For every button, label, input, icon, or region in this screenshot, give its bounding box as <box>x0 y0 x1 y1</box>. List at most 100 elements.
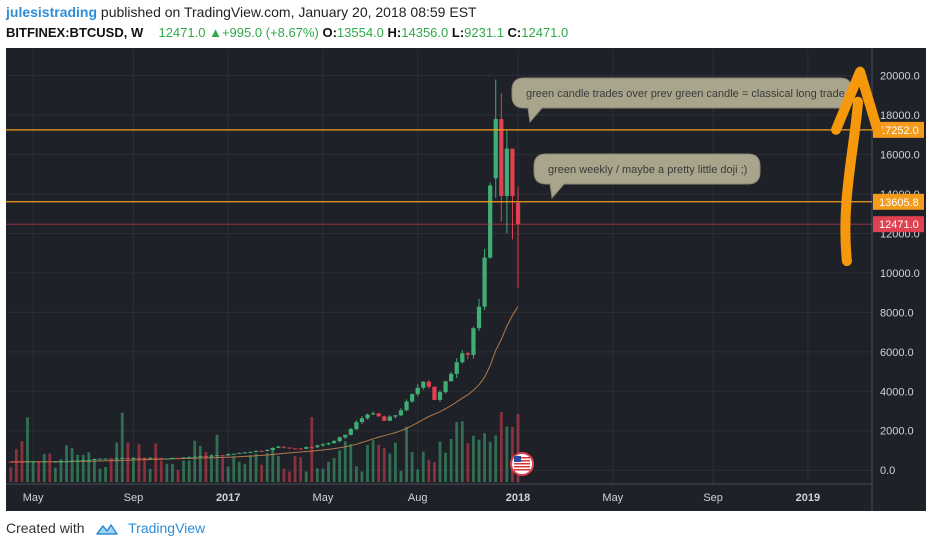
volume-bar <box>354 466 358 482</box>
volume-bar <box>366 444 369 482</box>
volume-bar <box>143 457 146 482</box>
volume-bar <box>215 434 219 482</box>
volume-bar <box>132 457 135 482</box>
volume-bar <box>31 460 35 482</box>
open-value: 13554.0 <box>336 25 384 40</box>
volume-bar <box>87 452 91 482</box>
candle-body <box>175 457 181 459</box>
volume-bar <box>444 452 447 482</box>
header-line-2: BITFINEX:BTCUSD, W 12471.0 ▲+995.0 (+8.6… <box>6 25 568 40</box>
volume-bar <box>460 421 464 482</box>
candle-body <box>131 457 136 459</box>
tradingview-brand[interactable]: TradingView <box>128 520 206 536</box>
volume-bar <box>449 438 453 482</box>
candle-body <box>92 458 97 460</box>
volume-bar <box>210 454 213 482</box>
close-value: 12471.0 <box>521 25 569 40</box>
candle-body <box>242 452 248 454</box>
candle-body <box>382 416 387 421</box>
volume-bar <box>338 450 342 482</box>
candle-body <box>81 459 86 461</box>
volume-bar <box>93 459 96 482</box>
volume-bar <box>76 454 80 482</box>
candle-body <box>393 415 398 417</box>
volume-bar <box>438 441 442 482</box>
y-tick-label: 0.0 <box>880 465 895 477</box>
candle-body <box>326 443 331 445</box>
high-label: H: <box>387 25 402 40</box>
volume-bar <box>455 422 459 482</box>
candle-body <box>404 401 409 411</box>
annotation-doji-text: green weekly / maybe a pretty little doj… <box>548 164 747 176</box>
candle-body <box>265 449 270 451</box>
candle-body <box>86 459 91 461</box>
volume-bar <box>310 416 314 482</box>
candle-body <box>292 448 298 450</box>
candle-body <box>331 441 337 444</box>
volume-bar <box>516 413 520 482</box>
candle-body <box>164 458 169 460</box>
price-chart[interactable]: 0.02000.04000.06000.08000.010000.012000.… <box>6 48 926 511</box>
candle-body <box>281 446 287 448</box>
volume-bar <box>171 463 174 482</box>
annotation-doji-bubble <box>533 153 761 200</box>
volume-bar <box>159 460 163 482</box>
candle-body <box>97 458 103 460</box>
volume-bar <box>304 471 308 482</box>
volume-bar <box>466 443 470 482</box>
close-label: C: <box>507 25 522 40</box>
footer: Created with TradingView <box>6 520 205 536</box>
annotation-long-trade-text: green candle trades over prev green cand… <box>526 88 845 100</box>
tradingview-logo-icon[interactable] <box>96 522 119 536</box>
candle-body <box>398 410 404 416</box>
candle-body <box>365 414 370 419</box>
volume-bar <box>226 466 230 482</box>
volume-bar <box>505 426 509 482</box>
candle-body <box>42 461 47 463</box>
volume-bar <box>271 450 275 482</box>
moving-average-line <box>10 306 519 463</box>
volume-bar <box>494 435 498 482</box>
big-arrow-shaft <box>840 96 864 267</box>
candle-body <box>488 185 493 258</box>
volume-bar <box>70 448 74 482</box>
volume-bar <box>42 453 46 482</box>
volume-bar <box>204 452 208 482</box>
volume-bar <box>120 412 124 482</box>
volume-bar <box>293 456 297 482</box>
author-name[interactable]: julesistrading <box>6 4 98 20</box>
volume-bar <box>148 468 152 482</box>
candle-body <box>69 460 75 462</box>
created-with-text: Created with <box>6 520 85 536</box>
volume-bar <box>288 471 291 482</box>
volume-bar <box>377 444 381 482</box>
open-label: O: <box>322 25 337 40</box>
candle-body <box>64 461 69 463</box>
candle-body <box>192 456 197 458</box>
candle-body <box>226 454 231 456</box>
volume-bar <box>394 442 397 482</box>
volume-bar <box>488 441 492 482</box>
volume-bar <box>65 445 68 482</box>
candle-body <box>30 461 36 463</box>
symbol-label: BITFINEX:BTCUSD, W <box>6 25 144 40</box>
candle-body <box>443 381 448 393</box>
volume-bar <box>427 459 431 482</box>
candle-body <box>58 461 64 463</box>
candle-body <box>214 455 220 457</box>
volume-bar <box>371 440 375 482</box>
candle-body <box>276 446 281 448</box>
volume-bar <box>126 442 130 482</box>
published-text: published on TradingView.com, January 20… <box>100 4 477 20</box>
volume-bar <box>332 457 336 482</box>
volume-bar <box>187 460 191 482</box>
candle-body <box>153 457 158 459</box>
y-tick-label: 2000.0 <box>880 426 914 438</box>
level-price-tag-bg <box>873 121 924 138</box>
y-tick-label: 10000.0 <box>880 268 920 280</box>
volume-bar <box>237 461 241 482</box>
x-tick-label: Sep <box>703 492 723 504</box>
volume-bar <box>37 460 41 482</box>
candle-body <box>309 447 314 449</box>
candle-body <box>343 434 348 438</box>
